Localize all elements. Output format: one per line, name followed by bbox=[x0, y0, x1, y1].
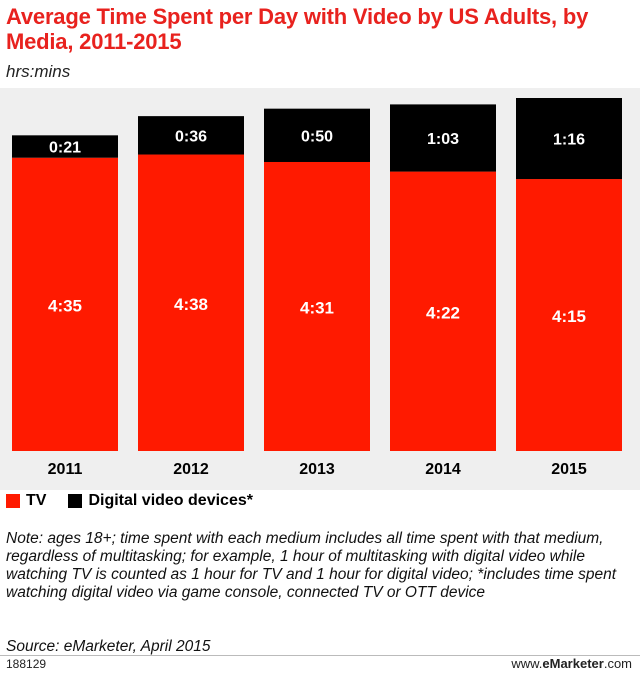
chart-title: Average Time Spent per Day with Video by… bbox=[6, 4, 589, 54]
label-tv-2012: 4:38 bbox=[174, 295, 208, 314]
legend: TV Digital video devices* bbox=[6, 488, 275, 514]
chart-header: Average Time Spent per Day with Video by… bbox=[0, 0, 640, 88]
x-tick-2012: 2012 bbox=[173, 461, 209, 478]
chart-subtitle: hrs:mins bbox=[6, 62, 71, 81]
bar-digital-2012 bbox=[138, 116, 244, 155]
legend-item-tv: TV bbox=[6, 492, 46, 510]
bar-tv-2014 bbox=[390, 171, 496, 451]
brand-url: www.eMarketer.com bbox=[511, 656, 632, 671]
chart-note: Note: ages 18+; time spent with each med… bbox=[6, 530, 617, 601]
label-tv-2011: 4:35 bbox=[48, 296, 82, 315]
legend-swatch-digital bbox=[68, 494, 83, 508]
bar-tv-2011 bbox=[12, 157, 118, 451]
bar-tv-2012 bbox=[138, 154, 244, 452]
label-digital-2014: 1:03 bbox=[427, 131, 459, 148]
brand-prefix: www. bbox=[511, 656, 543, 671]
bar-digital-2015 bbox=[516, 98, 622, 180]
brand-name: eMarketer bbox=[542, 656, 604, 671]
x-tick-2015: 2015 bbox=[551, 461, 587, 478]
legend-label-tv: TV bbox=[26, 492, 47, 509]
bar-digital-2011 bbox=[12, 135, 118, 158]
chart-id: 188129 bbox=[6, 657, 47, 671]
label-digital-2013: 0:50 bbox=[301, 128, 333, 145]
legend-swatch-tv bbox=[6, 494, 20, 508]
chart-source: Source: eMarketer, April 2015 bbox=[6, 638, 211, 655]
x-tick-2011: 2011 bbox=[48, 461, 83, 478]
x-tick-2014: 2014 bbox=[425, 461, 461, 478]
x-tick-2013: 2013 bbox=[299, 461, 335, 478]
legend-label-digital: Digital video devices* bbox=[88, 492, 253, 509]
bar-tv-2013 bbox=[264, 161, 370, 451]
plot-area: 4:35 0:21 2011 4:38 0:36 2012 4:31 0:50 2013 4:22… bbox=[0, 88, 640, 490]
bar-chart: 4:35 0:21 2011 4:38 0:36 2012 4:31 0:50 2013 4:22… bbox=[12, 98, 622, 478]
bar-digital-2013 bbox=[264, 108, 370, 162]
label-digital-2012: 0:36 bbox=[175, 128, 207, 145]
bar-tv-2015 bbox=[516, 179, 622, 451]
label-digital-2015: 1:16 bbox=[553, 132, 585, 149]
bar-digital-2014 bbox=[390, 104, 496, 172]
footer-divider bbox=[0, 655, 640, 656]
label-tv-2014: 4:22 bbox=[426, 303, 460, 322]
brand-suffix: .com bbox=[603, 656, 632, 671]
legend-item-digital: Digital video devices* bbox=[68, 492, 253, 510]
label-tv-2013: 4:31 bbox=[300, 298, 334, 317]
label-tv-2015: 4:15 bbox=[552, 307, 586, 326]
label-digital-2011: 0:21 bbox=[49, 140, 81, 157]
